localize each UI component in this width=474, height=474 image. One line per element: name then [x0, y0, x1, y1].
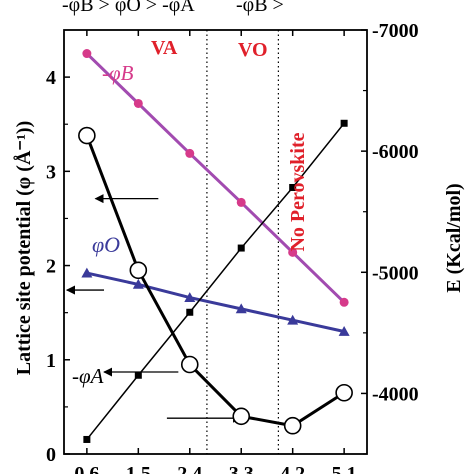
y2-axis-label: E (Kcal/mol) [443, 183, 465, 292]
x-tick-label-0: 0.6 [74, 463, 99, 474]
series-2-point-4 [283, 416, 302, 435]
left-tick-label-0: 0 [46, 444, 56, 466]
series-0-point-0 [82, 49, 92, 59]
region-label-vo: VO [238, 39, 268, 61]
no-perovskite-label: No Perovskite [287, 132, 309, 251]
right-tick-label-0: -4000 [372, 383, 419, 405]
series-0-point-4 [288, 247, 298, 257]
series-line-1 [86, 271, 345, 333]
series-3-point-2 [186, 308, 194, 316]
x-axis-ticks: 0.6 1.5 2.4 3.3 4.2 5.1 [74, 30, 357, 474]
x-tick-label-2: 2.4 [177, 463, 202, 474]
x-tick-label-3: 3.3 [229, 463, 254, 474]
series-3-point-3 [237, 244, 245, 252]
x-tick-label-5: 5.1 [332, 463, 357, 474]
series-2-point-1 [129, 261, 148, 280]
plot-frame [63, 29, 368, 455]
series-2-point-0 [78, 126, 96, 145]
x-tick-label-1: 1.5 [126, 463, 151, 474]
series-2-point-3 [232, 407, 251, 426]
region-label-va: VA [151, 37, 178, 59]
series-1-point-3 [235, 303, 247, 314]
region-divider-lines [206, 30, 279, 454]
series-3-point-0 [83, 435, 91, 443]
series-2-point-2 [180, 355, 199, 374]
right-tick-label-2: -6000 [372, 141, 419, 163]
series-1-point-1 [132, 278, 144, 289]
series-label-phi-a: -φA [72, 364, 104, 388]
series-line-3 [86, 122, 345, 440]
left-tick-label-3: 3 [46, 161, 56, 183]
left-tick-label-1: 1 [46, 350, 56, 372]
series-label-phi-b: -φB [102, 61, 134, 85]
right-tick-label-3: -7000 [372, 20, 419, 42]
right-axis-ticks: -4000 -5000 -6000 -7000 [361, 20, 419, 455]
x-tick-label-4: 4.2 [280, 463, 305, 474]
series-markers [78, 49, 353, 443]
series-lines [85, 52, 346, 440]
left-tick-label-2: 2 [46, 256, 56, 278]
series-2-point-5 [335, 383, 353, 402]
series-1-point-0 [81, 267, 93, 278]
top-label-order: -φB > φO > -φA [62, 0, 195, 16]
series-line-0 [85, 52, 346, 304]
series-0-point-2 [185, 148, 195, 158]
series-3-point-1 [134, 371, 142, 379]
series-0-point-5 [339, 297, 349, 307]
left-tick-label-4: 4 [46, 67, 56, 89]
series-1-point-4 [287, 314, 299, 325]
series-1-point-5 [338, 326, 350, 336]
series-3-point-5 [340, 119, 348, 127]
top-label-partial: -φB > [236, 0, 284, 16]
series-line-2 [85, 134, 345, 428]
series-label-phi-o: φO [92, 232, 120, 257]
series-0-point-1 [133, 98, 143, 108]
right-tick-label-1: -5000 [372, 262, 419, 284]
series-3-point-4 [289, 183, 297, 191]
series-1-point-2 [184, 292, 196, 302]
y-axis-label: Lattice site potential (φ (Å⁻¹)) [12, 121, 35, 376]
left-axis-ticks: 0 1 2 3 4 [46, 67, 70, 466]
series-0-point-3 [236, 197, 246, 207]
